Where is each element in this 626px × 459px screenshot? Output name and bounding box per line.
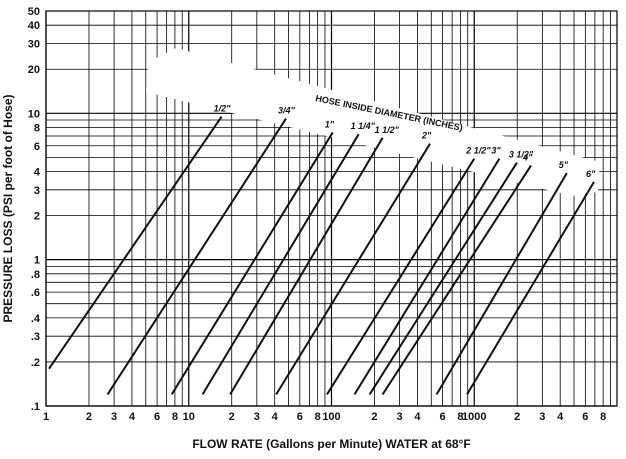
- x-tick-label: 6: [297, 411, 303, 423]
- y-tick-label: .8: [31, 269, 40, 281]
- x-tick-label: 6: [582, 411, 588, 423]
- x-tick-label: 1000: [462, 411, 486, 423]
- series-line-7: [353, 158, 501, 395]
- series-label-3: 1 1/4": [351, 121, 376, 131]
- series-line-10: [435, 172, 568, 395]
- y-tick-label: 20: [28, 64, 40, 76]
- x-tick-label: 2: [86, 411, 92, 423]
- x-tick-label: 2: [229, 411, 235, 423]
- series-label-0: 1/2": [214, 104, 232, 114]
- y-tick-label: 8: [34, 122, 40, 134]
- series-line-4: [229, 137, 384, 395]
- x-tick-label: 8: [457, 411, 463, 423]
- x-tick-label: 3: [254, 411, 260, 423]
- x-tick-label: 6: [154, 411, 160, 423]
- x-tick-label: 8: [600, 411, 606, 423]
- y-tick-label: 40: [28, 20, 40, 32]
- x-tick-label: 4: [557, 411, 564, 423]
- series-label-7: 3": [491, 146, 501, 156]
- series-label-5: 2": [421, 131, 432, 141]
- y-tick-label: .3: [31, 331, 40, 343]
- series-label-11: 6": [586, 169, 596, 179]
- x-tick-label: 2: [371, 411, 377, 423]
- x-tick-label: 4: [272, 411, 279, 423]
- series-line-5: [275, 143, 431, 395]
- series-line-0: [48, 115, 223, 370]
- series-label-9: 4": [522, 152, 533, 162]
- series-line-3: [201, 133, 360, 395]
- y-tick-label: .4: [31, 313, 41, 325]
- x-axis-title: FLOW RATE (Gallons per Minute) WATER at …: [192, 437, 470, 451]
- series-label-8: 3 1/2": [509, 150, 534, 160]
- x-tick-label: 4: [129, 411, 136, 423]
- y-tick-label: 10: [28, 108, 40, 120]
- x-tick-label: 6: [440, 411, 446, 423]
- hose-diameter-label-band: [146, 48, 600, 196]
- x-tick-label: 3: [539, 411, 545, 423]
- x-tick-label: 3: [111, 411, 117, 423]
- series-line-11: [466, 181, 595, 395]
- y-tick-label: 2: [34, 211, 40, 223]
- series-line-6: [326, 158, 476, 395]
- y-tick-labels: .1 .2 .3 .4 .6 .8 1 2 3 4 6 8 10 20 30 40 50: [28, 6, 41, 413]
- x-tick-label: 8: [315, 411, 321, 423]
- x-tick-label: 8: [172, 411, 178, 423]
- series-label-2: 1": [325, 119, 335, 129]
- series-label-10: 5": [559, 160, 569, 170]
- y-tick-label: 3: [34, 185, 40, 197]
- x-tick-label: 1: [43, 411, 49, 423]
- grid: [45, 10, 617, 407]
- plot-frame: [45, 10, 618, 407]
- y-tick-label: 50: [28, 6, 40, 18]
- y-tick-label: .1: [31, 401, 40, 413]
- y-tick-label: 1: [34, 255, 40, 267]
- series-label-6: 2 1/2": [465, 146, 491, 156]
- y-tick-label: 6: [34, 141, 40, 153]
- series-label-1: 3/4": [278, 106, 296, 116]
- series-line-9: [381, 164, 532, 395]
- y-axis-title: PRESSURE LOSS (PSI per foot of Hose): [1, 94, 15, 322]
- y-tick-label: .2: [31, 357, 40, 369]
- y-tick-label: .6: [31, 287, 40, 299]
- x-tick-label: 4: [414, 411, 421, 423]
- y-tick-label: 4: [34, 167, 41, 179]
- x-tick-label: 100: [322, 411, 340, 423]
- series-line-2: [170, 131, 334, 395]
- series-label-4: 1 1/2": [375, 125, 400, 135]
- series-line-1: [106, 118, 287, 395]
- series-group: 1/2" 3/4" 1" 1 1/4" 1 1/2" 2" 2 1/2" 3" 3 1/2"4"…: [48, 104, 596, 395]
- series-line-8: [368, 162, 518, 395]
- y-tick-label: 30: [28, 38, 40, 50]
- x-tick-label: 3: [397, 411, 403, 423]
- x-tick-label: 2: [514, 411, 520, 423]
- x-tick-label: 10: [183, 411, 195, 423]
